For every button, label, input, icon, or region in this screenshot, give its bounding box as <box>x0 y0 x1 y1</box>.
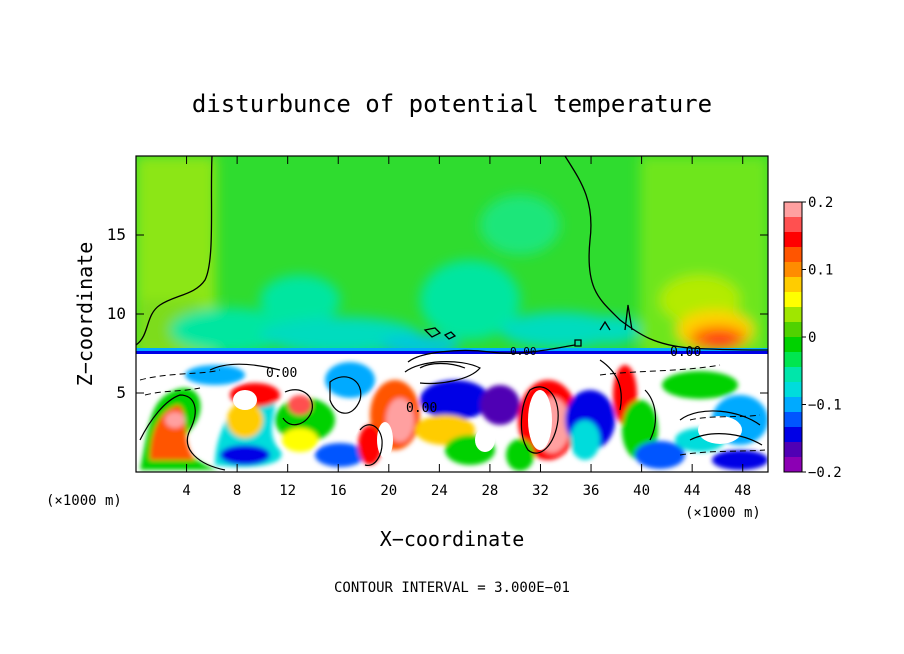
colorbar-swatch <box>784 217 802 233</box>
x-tick-label: 40 <box>633 483 650 499</box>
upper-field-shading <box>136 156 768 356</box>
negative-contours <box>139 364 766 456</box>
colorbar-tick-label: 0.2 <box>808 195 833 211</box>
x-tick-label: 16 <box>330 483 347 499</box>
interface-blue <box>136 351 768 354</box>
colorbar-swatch <box>784 277 802 293</box>
x-axis-title: X−coordinate <box>380 527 525 551</box>
colorbar-swatch <box>784 337 802 353</box>
colorbar: 0.2 0.1 0 −0.1 −0.2 <box>783 195 842 481</box>
colorbar-tick-label: −0.2 <box>808 465 842 481</box>
colorbar-swatch <box>784 232 802 248</box>
contour-label: 0.00 <box>406 401 437 416</box>
y-axis-title: Z−coordinate <box>73 242 97 387</box>
y-tick-label: 15 <box>107 225 126 244</box>
y-tick-label: 10 <box>107 304 126 323</box>
lower-white-islands <box>233 390 742 458</box>
colorbar-swatch <box>784 427 802 443</box>
contour-label: 0.00 <box>670 345 701 360</box>
x-tick-label: 24 <box>431 483 448 499</box>
chart-title: disturbunce of potential temperature <box>192 90 712 118</box>
contour-label: 0.00 <box>266 366 297 381</box>
x-tick-label: 8 <box>233 483 241 499</box>
colorbar-swatch <box>784 202 802 218</box>
lower-contours <box>139 359 763 471</box>
colorbar-swatch <box>784 262 802 278</box>
colorbar-swatch <box>784 307 802 323</box>
x-axis: 4 8 12 16 20 24 28 32 36 40 44 48 <box>182 156 751 499</box>
interface-cyan <box>136 348 768 352</box>
zero-contours <box>136 156 768 363</box>
x-tick-label: 28 <box>481 483 498 499</box>
colorbar-tick-label: 0.1 <box>808 263 833 279</box>
y-tick-label: 5 <box>116 383 126 402</box>
contour-label: 0.00 <box>510 345 537 358</box>
plot-area: 0.00 0.00 0.00 0.00 <box>136 156 768 472</box>
x-axis-unit-left: (×1000 m) <box>46 493 122 509</box>
colorbar-swatch <box>784 412 802 428</box>
x-tick-label: 48 <box>734 483 751 499</box>
colorbar-swatch <box>784 397 802 413</box>
contour-interval-note: CONTOUR INTERVAL = 3.000E−01 <box>334 580 570 596</box>
x-tick-label: 20 <box>380 483 397 499</box>
x-tick-label: 12 <box>279 483 296 499</box>
lower-field-shading <box>140 362 768 471</box>
colorbar-swatch <box>784 382 802 398</box>
x-axis-unit-right: (×1000 m) <box>685 505 761 521</box>
x-tick-label: 4 <box>182 483 190 499</box>
colorbar-swatch <box>784 247 802 263</box>
colorbar-swatch <box>784 322 802 338</box>
colorbar-swatch <box>784 442 802 458</box>
colorbar-tick-label: 0 <box>808 330 816 346</box>
colorbar-swatch <box>784 367 802 383</box>
x-tick-label: 36 <box>583 483 600 499</box>
x-tick-label: 44 <box>684 483 701 499</box>
colorbar-tick-label: −0.1 <box>808 398 842 414</box>
colorbar-swatch <box>784 292 802 308</box>
x-tick-label: 32 <box>532 483 549 499</box>
y-axis: 5 10 15 <box>107 225 768 402</box>
colorbar-swatch <box>784 352 802 368</box>
colorbar-swatch <box>784 457 802 473</box>
